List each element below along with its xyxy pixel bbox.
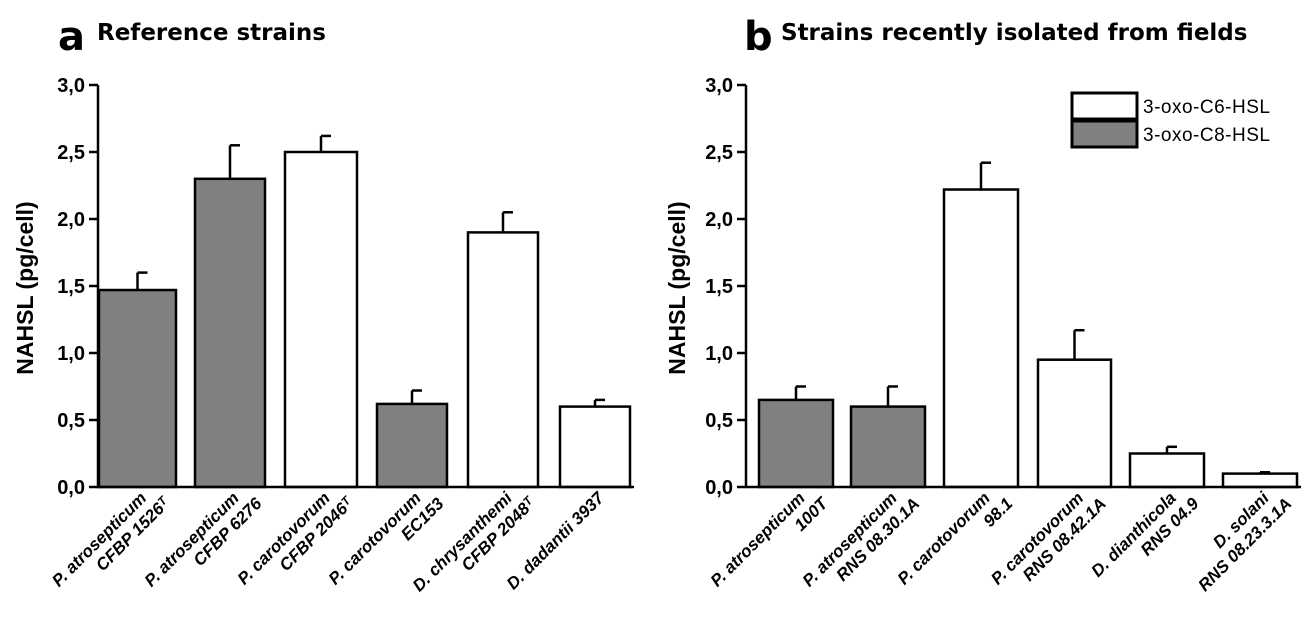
bar (849, 405, 927, 489)
y-axis-label: NAHSL (pg/cell) (12, 201, 38, 374)
bar (97, 288, 178, 489)
chart-title: Strains recently isolated from fields (781, 20, 1247, 46)
y-tick-label: 2,5 (705, 142, 733, 164)
bar (757, 398, 835, 489)
chart-panel-b: b Strains recently isolated from fields NA… (664, 14, 1301, 595)
legend-label: 3-oxo-C6-HSL (1143, 97, 1270, 118)
y-tick-label: 2,0 (57, 209, 85, 231)
y-tick-label: 0,5 (705, 410, 733, 432)
y-tick-label: 3,0 (705, 75, 733, 97)
bar (942, 188, 1020, 489)
y-tick-label: 2,5 (57, 142, 85, 164)
y-tick-label: 3,0 (57, 75, 85, 97)
legend-swatch (1070, 119, 1139, 149)
bar (558, 405, 632, 489)
y-tick-label: 1,5 (57, 276, 85, 298)
y-tick-label: 1,5 (705, 276, 733, 298)
legend: 3-oxo-C6-HSL 3-oxo-C8-HSL (1070, 91, 1270, 149)
bar (466, 231, 540, 489)
chart-panel-a: a Reference strains NAHSL (pg/cell) 0,0 0,5 1… (12, 14, 634, 595)
bar (1036, 358, 1113, 489)
x-tick-label: D. solaniRNS 08.23.3.1A (1180, 480, 1295, 595)
panel-letter: a (58, 14, 85, 60)
legend-label: 3-oxo-C8-HSL (1143, 125, 1270, 146)
bar (193, 177, 267, 489)
y-tick-label: 2,0 (705, 209, 733, 231)
y-axis-label: NAHSL (pg/cell) (664, 201, 690, 374)
bar (1221, 472, 1299, 489)
legend-swatch (1070, 91, 1139, 121)
y-tick-label: 1,0 (705, 343, 733, 365)
x-tick-label: D. dianthicolaRNS 04.9 (1088, 480, 1203, 595)
panel-letter: b (744, 14, 773, 60)
y-tick-label: 0,0 (57, 477, 85, 499)
bar (1128, 452, 1206, 489)
x-tick-label-line: P. atrosepticum (707, 488, 809, 590)
bar (283, 150, 359, 489)
y-tick-label: 0,0 (705, 477, 733, 499)
bar (375, 402, 449, 489)
chart-title: Reference strains (97, 20, 326, 46)
y-tick-label: 0,5 (57, 410, 85, 432)
y-tick-label: 1,0 (57, 343, 85, 365)
